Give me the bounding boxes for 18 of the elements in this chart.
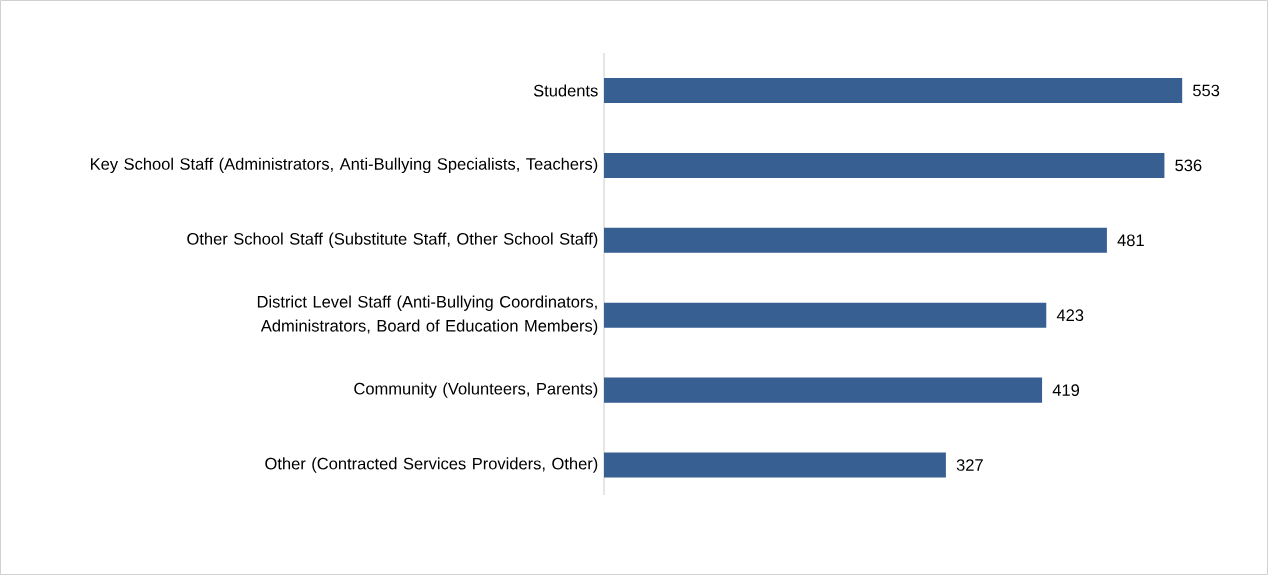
- y-tick-label: Other School Staff (Substitute Staff, Other School Staff): [187, 232, 598, 248]
- bar: [604, 377, 1043, 403]
- bar: [604, 452, 946, 478]
- bar: [604, 77, 1183, 103]
- data-label: 419: [1052, 384, 1080, 396]
- data-label: 553: [1193, 84, 1220, 97]
- y-tick-label: District Level Staff (Anti-Bullying Coordinators, Administrators, Board of Education Members): [257, 295, 598, 335]
- y-tick-label: Key School Staff (Administrators, Anti-Bullying Specialists, Teachers): [91, 157, 598, 174]
- y-tick-label: Community (Volunteers, Parents): [354, 382, 598, 398]
- data-label: 536: [1175, 159, 1202, 172]
- y-tick-label: Other (Contracted Services Providers, Other): [265, 457, 598, 473]
- bar: [604, 227, 1107, 253]
- bar: [604, 302, 1047, 328]
- bar: [604, 152, 1165, 178]
- y-tick-label: Students: [533, 84, 598, 97]
- data-label: 423: [1056, 309, 1084, 322]
- data-label: 481: [1117, 234, 1144, 247]
- data-label: 327: [956, 459, 983, 471]
